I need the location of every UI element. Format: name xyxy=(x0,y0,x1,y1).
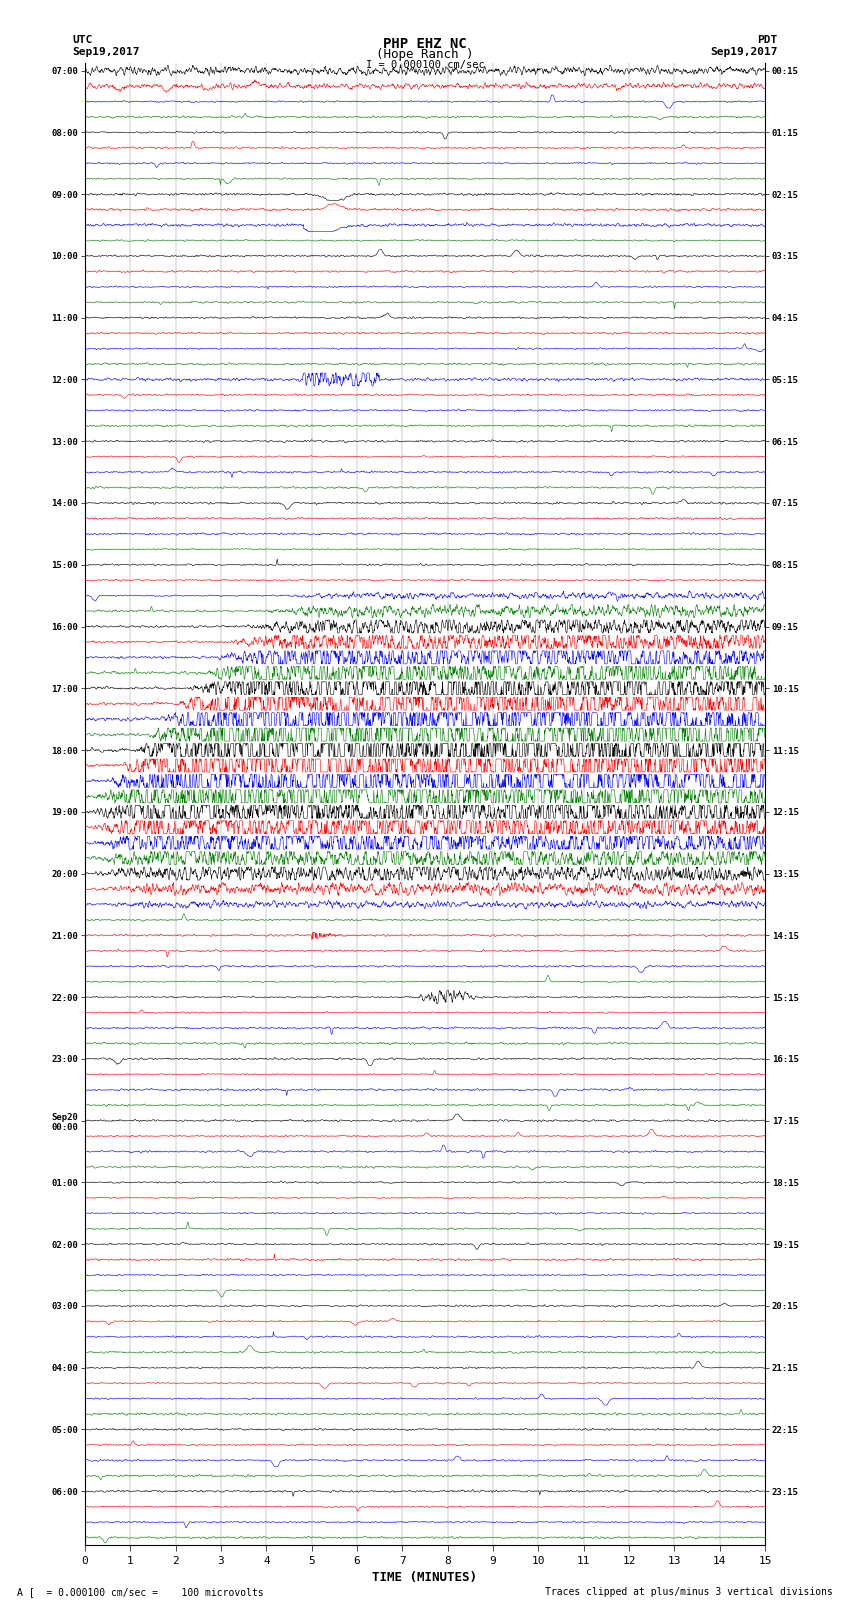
Text: Traces clipped at plus/minus 3 vertical divisions: Traces clipped at plus/minus 3 vertical … xyxy=(545,1587,833,1597)
Text: PHP EHZ NC: PHP EHZ NC xyxy=(383,37,467,52)
Text: UTC: UTC xyxy=(72,35,93,45)
Text: I = 0.000100 cm/sec: I = 0.000100 cm/sec xyxy=(366,60,484,69)
Text: A [  = 0.000100 cm/sec =    100 microvolts: A [ = 0.000100 cm/sec = 100 microvolts xyxy=(17,1587,264,1597)
X-axis label: TIME (MINUTES): TIME (MINUTES) xyxy=(372,1571,478,1584)
Text: (Hope Ranch ): (Hope Ranch ) xyxy=(377,48,473,61)
Text: Sep19,2017: Sep19,2017 xyxy=(711,47,778,56)
Text: PDT: PDT xyxy=(757,35,778,45)
Text: Sep19,2017: Sep19,2017 xyxy=(72,47,139,56)
